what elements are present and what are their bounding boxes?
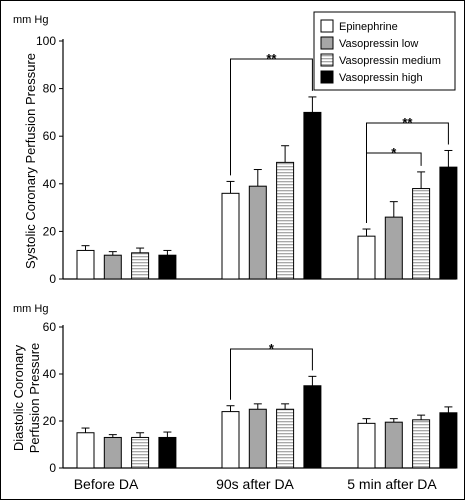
category-label: 5 min after DA [347, 476, 437, 492]
bar [412, 188, 431, 280]
legend-swatch [320, 19, 334, 33]
y-tick-label: 0 [49, 461, 56, 475]
legend-swatch [320, 36, 334, 50]
category-label: 90s after DA [216, 476, 294, 492]
y-tick-label: 60 [43, 129, 57, 143]
bar [276, 161, 295, 280]
bar [303, 111, 322, 280]
bar [103, 254, 122, 280]
y-unit-label: mm Hg [13, 14, 48, 26]
bar [158, 436, 177, 469]
bar [303, 385, 322, 469]
bar [76, 249, 95, 280]
bar [248, 185, 267, 280]
significance-bracket [230, 58, 313, 176]
legend-label: Vasopressin high [339, 72, 423, 84]
significance-bracket [366, 122, 449, 224]
y-tick-label: 80 [43, 82, 57, 96]
bar [103, 436, 122, 469]
significance-label: ** [266, 51, 277, 66]
significance-bracket [366, 152, 422, 224]
bar [248, 408, 267, 469]
bar [439, 166, 458, 280]
legend-swatch [320, 70, 334, 84]
y-unit-label: mm Hg [13, 303, 48, 315]
category-label: Before DA [74, 476, 139, 492]
bar [221, 192, 240, 280]
bar [412, 419, 431, 469]
y-tick-label: 100 [36, 34, 56, 48]
bar [131, 252, 150, 280]
legend-label: Vasopressin medium [339, 55, 441, 67]
bar [158, 254, 177, 280]
significance-label: ** [402, 115, 413, 130]
y-tick-label: 0 [49, 272, 56, 286]
legend-swatch [320, 53, 334, 67]
significance-label: * [391, 145, 397, 160]
y-axis-label: Diastolic Coronary [11, 344, 26, 451]
y-tick-label: 40 [43, 177, 57, 191]
bar [76, 432, 95, 469]
significance-label: * [269, 341, 275, 356]
legend-label: Epinephrine [339, 21, 398, 33]
bar [357, 235, 376, 280]
legend-label: Vasopressin low [339, 38, 418, 50]
bar [357, 422, 376, 469]
y-axis-label: Systolic Coronary Perfusion Pressure [23, 53, 38, 269]
significance-bracket [230, 348, 313, 400]
bar [131, 436, 150, 469]
bar [384, 421, 403, 469]
bar [439, 412, 458, 469]
y-tick-label: 20 [43, 414, 57, 428]
bar [221, 411, 240, 469]
legend-box [313, 11, 456, 91]
y-axis-label: Perfusion Pressure [27, 343, 42, 454]
y-tick-label: 60 [43, 320, 57, 334]
bar [276, 408, 295, 469]
y-tick-label: 40 [43, 367, 57, 381]
y-tick-label: 20 [43, 224, 57, 238]
bar [384, 216, 403, 280]
